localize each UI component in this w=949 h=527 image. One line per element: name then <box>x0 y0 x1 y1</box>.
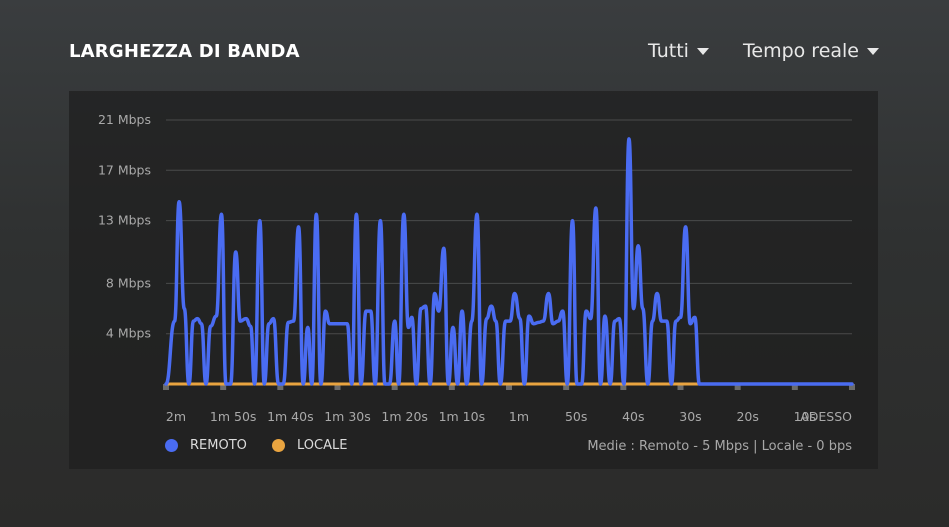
filter-dropdown[interactable]: Tutti <box>648 40 709 62</box>
page-title: LARGHEZZA DI BANDA <box>69 41 300 62</box>
legend-label-remote: REMOTO <box>190 438 247 453</box>
x-tick-mark <box>677 384 684 390</box>
x-tick-mark <box>791 384 798 390</box>
filter-dropdown-label: Tutti <box>648 40 689 62</box>
y-tick-label: 17 Mbps <box>98 162 151 177</box>
legend-label-local: LOCALE <box>297 438 348 453</box>
y-tick-label: 13 Mbps <box>98 213 151 228</box>
x-tick-mark <box>506 384 512 390</box>
x-tick-mark <box>277 384 284 390</box>
x-tick-mark <box>163 384 169 390</box>
x-tick-mark <box>620 384 627 390</box>
y-tick-label: 21 Mbps <box>98 112 151 127</box>
x-tick-label: 1m 40s <box>267 409 314 424</box>
averages-text: Medie : Remoto - 5 Mbps | Locale - 0 bps <box>587 439 852 454</box>
x-tick-mark <box>849 384 855 390</box>
x-tick-mark <box>563 384 570 390</box>
x-tick-label: 20s <box>736 409 758 424</box>
legend-item-remote[interactable]: REMOTO <box>165 438 247 453</box>
x-tick-label: 40s <box>622 409 644 424</box>
x-tick-label: 1m 30s <box>324 409 371 424</box>
x-tick-mark <box>220 384 227 390</box>
chevron-down-icon <box>867 47 879 55</box>
legend-item-local[interactable]: LOCALE <box>272 438 347 453</box>
x-tick-mark <box>334 384 341 390</box>
x-tick-label: 30s <box>679 409 701 424</box>
y-axis-ticks: 21 Mbps 17 Mbps 13 Mbps 8 Mbps 4 Mbps <box>98 112 151 341</box>
chart-series <box>164 137 854 386</box>
x-tick-label: 1m 50s <box>210 409 257 424</box>
x-tick-label: 50s <box>565 409 587 424</box>
series-line-remoto <box>164 137 854 386</box>
x-tick-mark <box>448 384 455 390</box>
x-tick-label: 1m 10s <box>439 409 486 424</box>
y-tick-label: 8 Mbps <box>106 275 151 290</box>
x-tick-label: 1m 20s <box>381 409 428 424</box>
x-tick-mark <box>734 384 741 390</box>
x-tick-label: ADESSO <box>800 409 852 424</box>
legend-dot-remote <box>165 439 178 452</box>
time-range-dropdown[interactable]: Tempo reale <box>743 40 879 62</box>
chevron-down-icon <box>696 47 709 55</box>
x-tick-label: 10s <box>794 409 816 424</box>
y-tick-label: 4 Mbps <box>106 326 151 341</box>
x-tick-label: 2m <box>166 409 186 424</box>
grid-lines <box>166 119 852 335</box>
x-axis-ticks: 2m 1m 50s 1m 40s 1m 30s 1m 20s 1m 10s 1m 50s 40s… <box>163 384 855 424</box>
x-tick-mark <box>391 384 398 390</box>
time-range-dropdown-label: Tempo reale <box>743 40 859 62</box>
legend-dot-local <box>272 439 285 452</box>
x-tick-label: 1m <box>509 409 529 424</box>
